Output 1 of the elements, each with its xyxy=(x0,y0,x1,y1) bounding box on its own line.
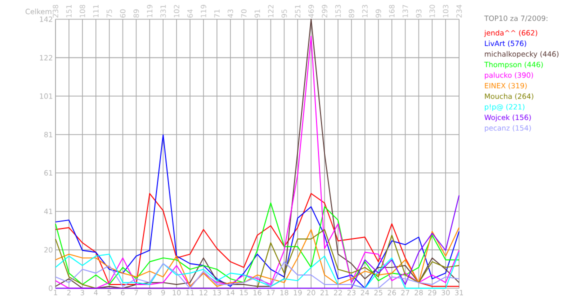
line-series xyxy=(55,134,460,289)
